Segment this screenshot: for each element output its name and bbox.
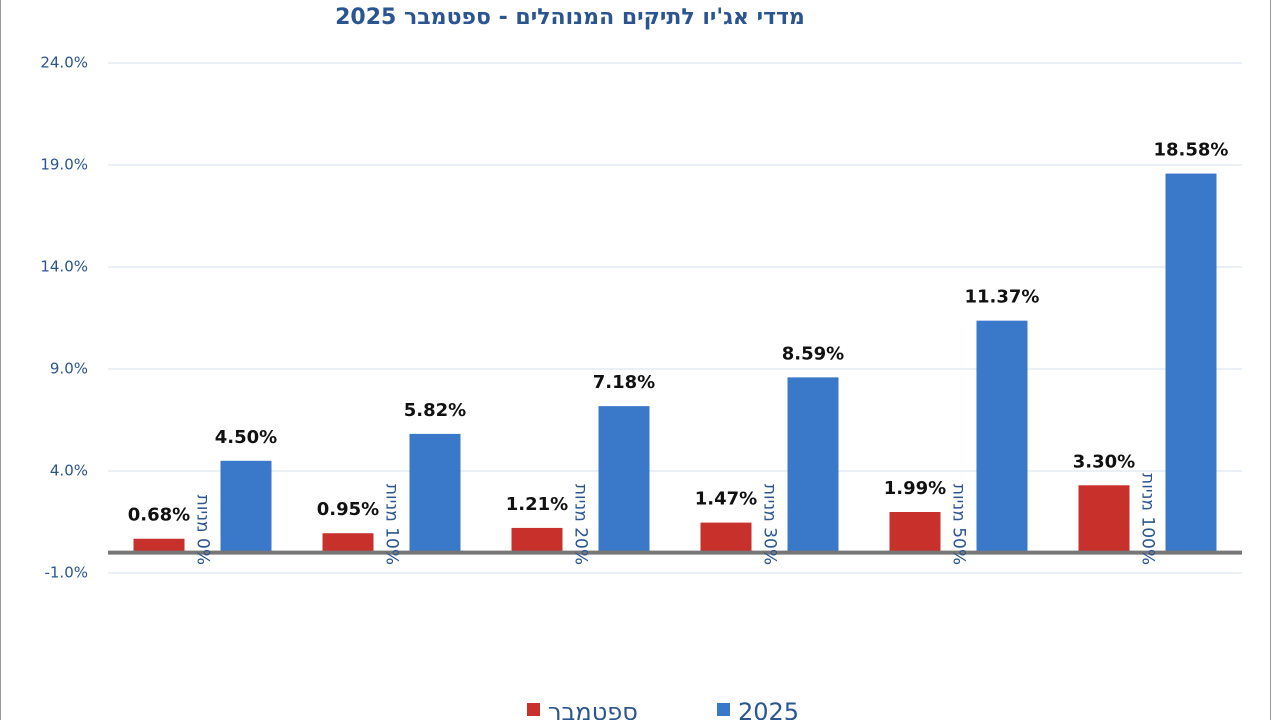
x-tick-label: 50% מניות	[949, 484, 969, 565]
legend-swatch	[717, 703, 730, 716]
y-tick-label: 4.0%	[50, 462, 88, 480]
value-label: 0.68%	[128, 505, 190, 526]
bar	[787, 377, 839, 553]
y-tick-label: -1.0%	[44, 564, 88, 582]
x-tick-label: 100% מניות	[1138, 473, 1158, 565]
x-tick-label: 30% מניות	[760, 484, 780, 565]
value-label: 1.21%	[506, 494, 568, 515]
x-tick-label: 10% מניות	[382, 484, 402, 565]
bar	[700, 522, 752, 553]
value-label: 5.82%	[404, 400, 466, 421]
chart-title: מדדי אג'יו לתיקים המנוהלים - ספטמבר 2025	[335, 5, 805, 30]
value-label: 7.18%	[593, 372, 655, 393]
bar	[598, 406, 650, 553]
value-label: 11.37%	[965, 287, 1040, 308]
bar	[511, 527, 563, 553]
legend-label: ספטמבר	[548, 698, 638, 720]
bar	[133, 538, 185, 553]
value-label: 3.30%	[1073, 451, 1135, 472]
bar	[1078, 485, 1130, 553]
bar	[976, 320, 1028, 553]
y-tick-label: 24.0%	[40, 54, 88, 72]
bar	[220, 460, 272, 553]
value-label: 18.58%	[1154, 140, 1229, 161]
legend-swatch	[527, 703, 540, 716]
value-label: 4.50%	[215, 427, 277, 448]
x-tick-label: 0% מניות	[193, 495, 213, 565]
value-label: 0.95%	[317, 499, 379, 520]
value-label: 1.47%	[695, 489, 757, 510]
y-tick-label: 9.0%	[50, 360, 88, 378]
legend-label: 2025	[738, 698, 799, 720]
y-tick-label: 19.0%	[40, 156, 88, 174]
value-label: 8.59%	[782, 343, 844, 364]
bar	[889, 512, 941, 553]
x-tick-label: 20% מניות	[571, 484, 591, 565]
value-label: 1.99%	[884, 478, 946, 499]
bar	[409, 433, 461, 553]
y-tick-label: 14.0%	[40, 258, 88, 276]
bar	[1165, 173, 1217, 553]
bar	[322, 533, 374, 553]
